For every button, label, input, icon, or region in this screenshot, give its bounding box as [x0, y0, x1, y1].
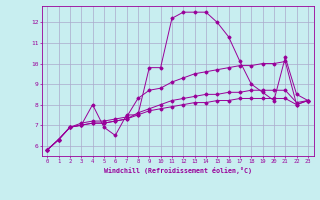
X-axis label: Windchill (Refroidissement éolien,°C): Windchill (Refroidissement éolien,°C)	[104, 167, 252, 174]
